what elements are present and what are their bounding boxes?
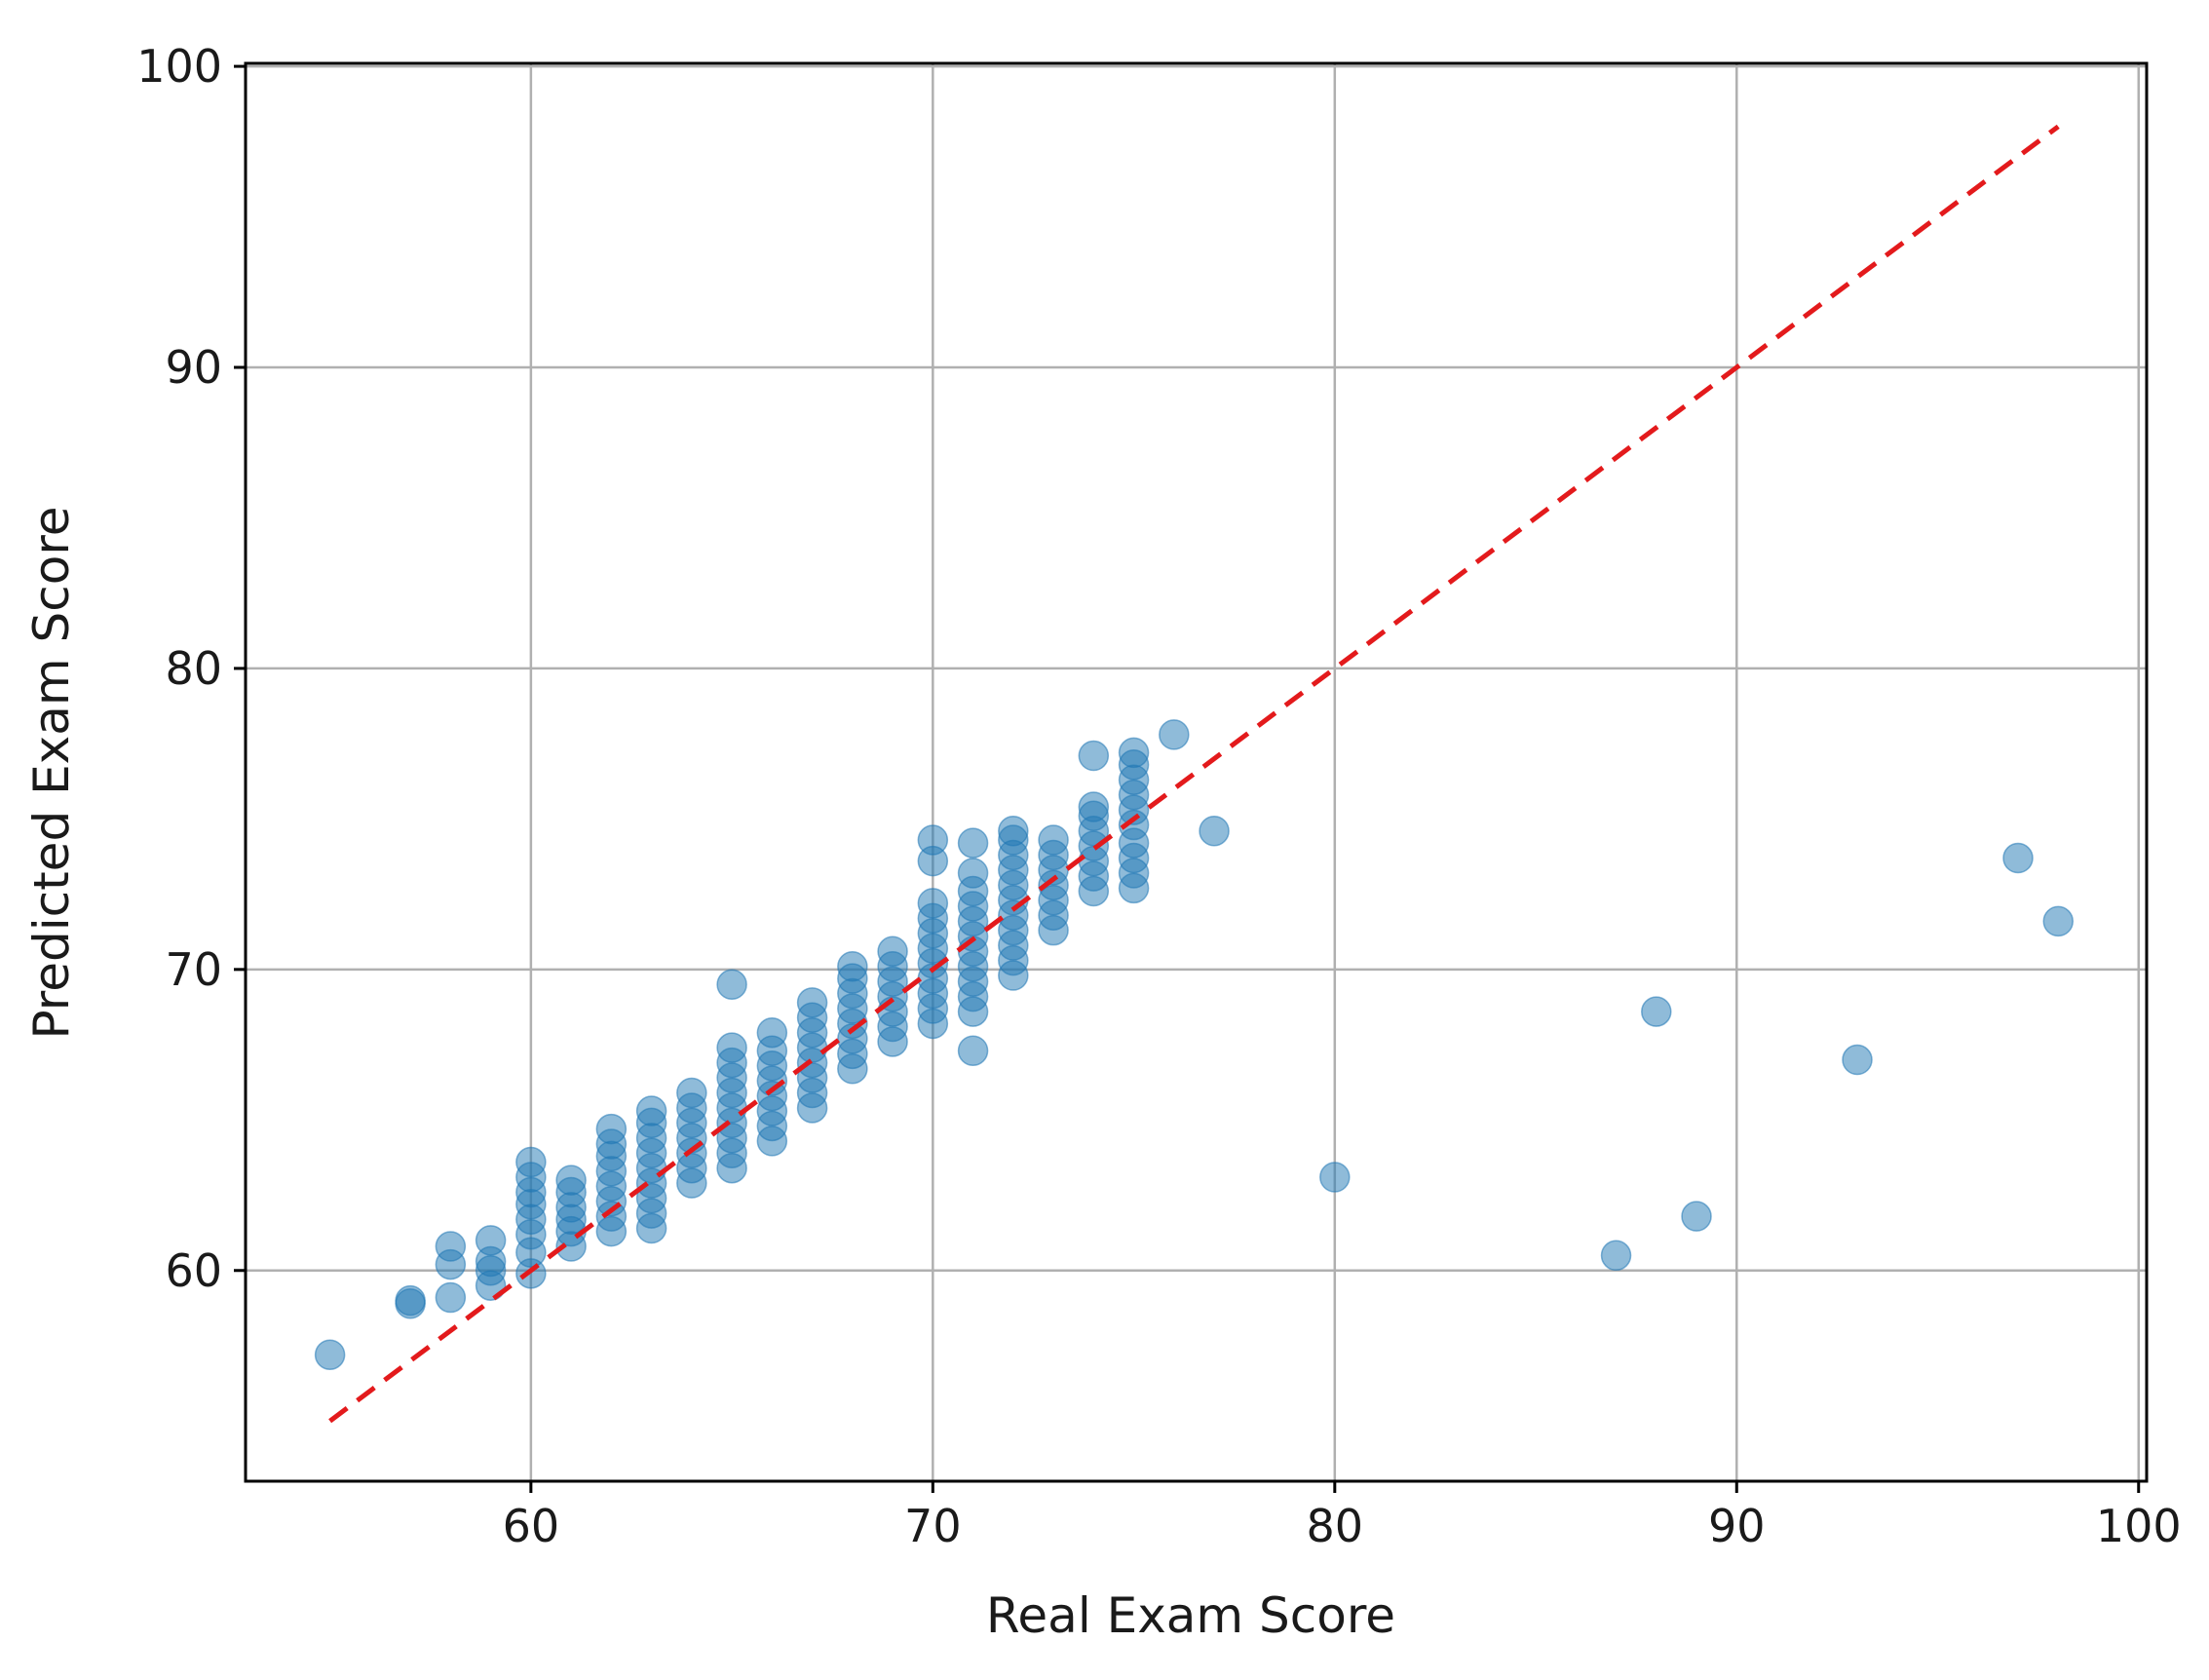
y-tick-label: 80 xyxy=(165,642,222,695)
y-axis-title: Predicted Exam Score xyxy=(23,506,80,1039)
data-point xyxy=(716,969,747,1001)
data-point xyxy=(555,1165,587,1196)
data-point xyxy=(435,1231,467,1262)
data-point xyxy=(1641,996,1672,1027)
y-tick-label: 90 xyxy=(165,341,222,394)
data-point xyxy=(957,858,989,889)
data-point xyxy=(1038,824,1069,856)
data-point xyxy=(917,888,949,919)
data-point xyxy=(1118,737,1150,769)
data-point xyxy=(1681,1201,1712,1232)
reference-line-layer xyxy=(328,124,2060,1424)
data-point xyxy=(957,827,989,859)
data-point xyxy=(1159,719,1190,750)
x-tick-label: 80 xyxy=(1307,1500,1364,1552)
data-point xyxy=(475,1225,507,1256)
data-point xyxy=(957,1035,989,1066)
data-point xyxy=(314,1339,346,1371)
data-point xyxy=(1078,740,1110,772)
data-point xyxy=(917,824,949,856)
grid xyxy=(246,63,2147,1481)
data-point xyxy=(395,1284,426,1317)
data-point xyxy=(1600,1240,1632,1272)
scatter-points xyxy=(314,719,2075,1371)
data-point xyxy=(2002,842,2034,874)
data-point xyxy=(716,1032,747,1063)
data-point xyxy=(595,1113,628,1145)
plot-frame xyxy=(244,61,2149,1483)
x-axis-title: Real Exam Score xyxy=(986,1587,1395,1644)
y-tick-label: 70 xyxy=(165,943,222,996)
data-point xyxy=(676,1077,707,1109)
x-tick-label: 90 xyxy=(1708,1500,1766,1552)
axes: 60 70 80 90 100 60 70 80 90 100 xyxy=(136,40,2181,1552)
data-point xyxy=(837,951,868,982)
x-tick-label: 60 xyxy=(503,1500,560,1552)
data-point xyxy=(1319,1162,1351,1193)
data-point xyxy=(515,1146,547,1178)
x-tick-label: 70 xyxy=(904,1500,962,1552)
data-point xyxy=(756,1016,788,1049)
data-point xyxy=(1199,815,1230,847)
data-point xyxy=(998,815,1029,847)
reference-line xyxy=(328,124,2060,1424)
data-point xyxy=(435,1281,467,1314)
data-point xyxy=(635,1095,667,1126)
data-point xyxy=(796,987,828,1018)
x-tick-label: 100 xyxy=(2096,1500,2182,1552)
data-point xyxy=(877,935,908,968)
y-tick-label: 100 xyxy=(136,40,222,93)
data-point xyxy=(1078,791,1110,822)
data-point xyxy=(2042,905,2075,937)
data-point xyxy=(1842,1044,1873,1076)
y-tick-label: 60 xyxy=(165,1244,222,1297)
